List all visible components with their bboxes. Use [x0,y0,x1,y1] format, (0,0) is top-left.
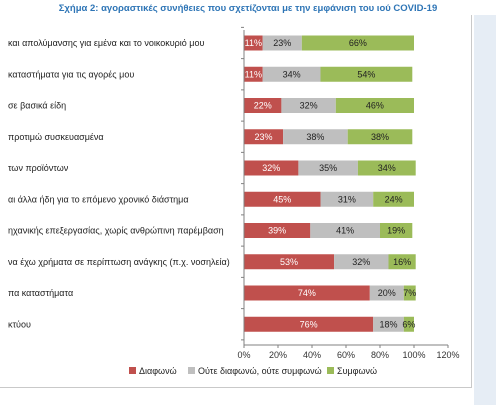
data-label: 45% [273,194,291,204]
bar-segment [298,160,358,176]
category-label: σε βασικά είδη [8,101,66,111]
data-label: 6% [402,319,415,329]
bar-segment [369,285,404,301]
bar-segment [320,191,374,207]
bar-segment [301,35,414,51]
data-label: 23% [273,38,291,48]
data-label: 34% [378,163,396,173]
bar-segment [373,316,404,332]
category-label: ηχανικής επεξεργασίας, χωρίς ανθρώπινη π… [8,226,224,236]
data-label: 20% [378,288,396,298]
data-label: 32% [352,257,370,267]
bar-segment [244,223,311,238]
bar-segment [403,316,414,332]
legend-swatch [188,367,195,374]
bar-segment [244,285,370,301]
data-label: 41% [336,226,354,236]
data-label: 46% [366,101,384,111]
data-label: 54% [357,69,375,79]
bar-segment [403,285,416,301]
legend-label: Διαφωνώ [139,366,177,376]
data-label: 18% [379,319,397,329]
bar-segment [244,254,335,270]
bar-segment [283,129,348,145]
category-label: αι άλλα ήδη για το επόμενο χρονικό διάστ… [8,194,189,204]
bar-segment [244,35,263,51]
bar-segment [244,66,263,82]
data-label: 35% [319,163,337,173]
data-label: 11% [245,69,262,79]
data-label: 22% [254,101,272,111]
bar-segment [244,316,374,332]
data-label: 38% [371,132,389,142]
data-label: 39% [268,226,286,236]
bar-segment [244,98,282,113]
x-tick-label: 100% [402,350,425,360]
x-tick-label: 0% [237,350,250,360]
legend-label: Συμφωνώ [337,366,377,376]
category-label: και απολύμανσης για εμένα και το νοικοκυ… [8,38,204,48]
legend-label: Ούτε διαφωνώ, ούτε συμφωνώ [198,366,322,376]
bar-segment [262,66,321,82]
data-label: 53% [280,257,298,267]
data-label: 34% [283,69,301,79]
data-label: 76% [300,319,318,329]
bar-segment [310,223,380,238]
data-label: 23% [255,132,273,142]
category-label: κτύου [8,319,31,329]
data-label: 66% [349,38,367,48]
bar-segment [320,66,413,82]
category-label: προτιμώ συσκευασμένα [8,132,104,142]
bar-segment [335,98,414,113]
x-tick-label: 20% [269,350,287,360]
bar-segment [380,223,413,238]
data-label: 11% [245,38,262,48]
data-label: 32% [300,101,318,111]
figure-title: Σχήμα 2: αγοραστικές συνήθειες που σχετί… [58,3,438,14]
legend-swatch [129,367,136,374]
data-label: 74% [298,288,316,298]
data-label: 38% [306,132,324,142]
category-label: πα καταστήματα [8,288,73,298]
data-label: 16% [393,257,411,267]
side-strip [474,15,496,405]
bar-segment [388,254,416,270]
bar-segment [281,98,336,113]
data-label: 24% [385,194,403,204]
bar-segment [347,129,413,145]
data-label: 31% [338,194,356,204]
x-tick-label: 120% [436,350,459,360]
category-label: των προϊόντων [8,163,69,173]
data-label: 19% [387,226,405,236]
bar-segment [357,160,416,176]
bar-segment [244,191,321,207]
x-tick-label: 60% [337,350,355,360]
legend-swatch [327,367,334,374]
x-tick-label: 80% [371,350,389,360]
bar-segment [244,160,299,176]
data-label: 7% [403,288,416,298]
x-tick-label: 40% [303,350,321,360]
data-label: 32% [262,163,280,173]
bar-segment [334,254,389,270]
category-label: να έχω χρήματα σε περίπτωση ανάγκης (π.χ… [8,257,230,267]
category-label: καταστήματα για τις αγορές μου [8,69,134,79]
bar-segment [262,35,302,51]
bar-segment [373,191,414,207]
bar-segment [244,129,284,145]
